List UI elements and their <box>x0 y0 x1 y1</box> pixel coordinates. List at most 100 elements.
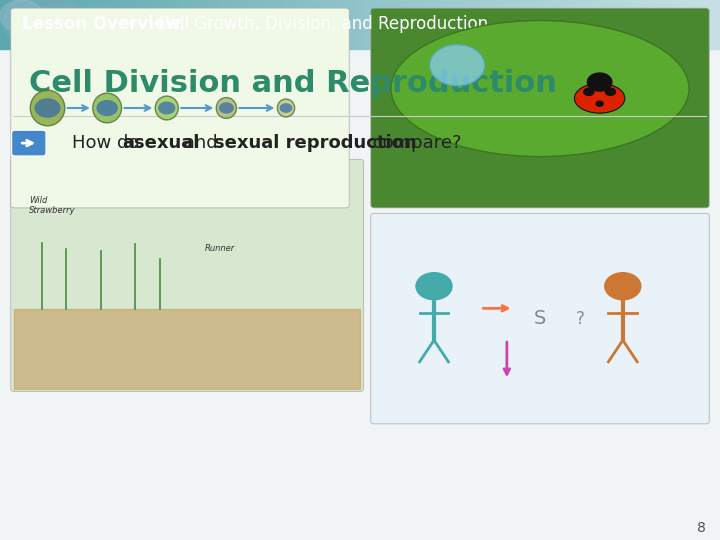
Bar <box>637 0 641 49</box>
Bar <box>623 0 626 49</box>
Bar <box>68 0 72 49</box>
Text: How do: How do <box>72 134 145 152</box>
Bar <box>443 0 446 49</box>
Bar <box>659 0 662 49</box>
Bar <box>407 0 410 49</box>
Bar <box>47 0 50 49</box>
Bar <box>385 0 389 49</box>
Bar <box>702 0 706 49</box>
Bar <box>709 0 713 49</box>
Bar <box>662 0 666 49</box>
Bar <box>684 0 688 49</box>
Bar <box>112 0 115 49</box>
Bar <box>716 0 720 49</box>
Bar <box>371 0 374 49</box>
Bar <box>364 0 367 49</box>
Bar <box>576 0 580 49</box>
Bar <box>101 0 104 49</box>
Bar <box>396 0 400 49</box>
FancyBboxPatch shape <box>371 8 709 208</box>
FancyBboxPatch shape <box>12 130 46 156</box>
Bar <box>353 0 356 49</box>
Bar <box>313 0 317 49</box>
Bar <box>155 0 158 49</box>
Bar <box>25 0 29 49</box>
Bar <box>454 0 457 49</box>
Bar <box>403 0 407 49</box>
Bar <box>367 0 371 49</box>
FancyBboxPatch shape <box>371 213 709 424</box>
Bar <box>306 0 310 49</box>
Text: 8: 8 <box>697 521 706 535</box>
Circle shape <box>4 0 83 51</box>
Bar <box>490 0 493 49</box>
Bar <box>11 0 14 49</box>
Bar <box>540 0 544 49</box>
Text: Cell Division and Reproduction: Cell Division and Reproduction <box>29 69 557 98</box>
Bar <box>54 0 58 49</box>
Circle shape <box>595 100 604 107</box>
Bar <box>256 0 259 49</box>
Bar <box>508 0 511 49</box>
Bar <box>144 0 148 49</box>
Bar <box>281 0 284 49</box>
Bar <box>133 0 137 49</box>
Bar <box>209 0 212 49</box>
Bar <box>410 0 414 49</box>
Bar <box>680 0 684 49</box>
Bar <box>0 0 4 49</box>
Bar <box>392 0 396 49</box>
Bar <box>126 0 130 49</box>
Bar <box>644 0 648 49</box>
Bar <box>472 0 475 49</box>
Bar <box>594 0 598 49</box>
Ellipse shape <box>30 90 65 126</box>
Bar <box>43 0 47 49</box>
Text: asexual: asexual <box>122 134 199 152</box>
Bar <box>115 0 119 49</box>
Bar <box>14 0 18 49</box>
Bar <box>580 0 583 49</box>
Bar <box>450 0 454 49</box>
Bar <box>328 0 331 49</box>
Bar <box>220 0 223 49</box>
Bar <box>324 0 328 49</box>
Bar <box>479 0 482 49</box>
Bar <box>137 0 140 49</box>
Bar <box>468 0 472 49</box>
Bar <box>29 0 32 49</box>
Circle shape <box>279 103 292 113</box>
Bar <box>104 0 108 49</box>
Text: Lesson Overview: Lesson Overview <box>22 15 180 33</box>
Bar <box>461 0 464 49</box>
Circle shape <box>587 72 613 92</box>
Bar <box>382 0 385 49</box>
Bar <box>608 0 612 49</box>
Bar <box>72 0 76 49</box>
Bar <box>565 0 569 49</box>
Bar <box>22 0 25 49</box>
Bar <box>184 0 187 49</box>
Bar <box>374 0 378 49</box>
Bar <box>677 0 680 49</box>
Bar <box>562 0 565 49</box>
Bar <box>511 0 515 49</box>
Bar <box>533 0 536 49</box>
Bar <box>526 0 529 49</box>
Bar <box>212 0 216 49</box>
Bar <box>439 0 443 49</box>
Bar <box>414 0 418 49</box>
Bar <box>191 0 194 49</box>
Bar <box>418 0 421 49</box>
Bar <box>270 0 274 49</box>
Text: ?: ? <box>575 309 584 328</box>
Bar <box>65 0 68 49</box>
Bar <box>32 0 36 49</box>
Bar <box>248 0 252 49</box>
Bar <box>446 0 450 49</box>
Bar <box>176 0 180 49</box>
Bar <box>378 0 382 49</box>
Ellipse shape <box>93 93 122 123</box>
Bar <box>400 0 403 49</box>
Bar <box>655 0 659 49</box>
